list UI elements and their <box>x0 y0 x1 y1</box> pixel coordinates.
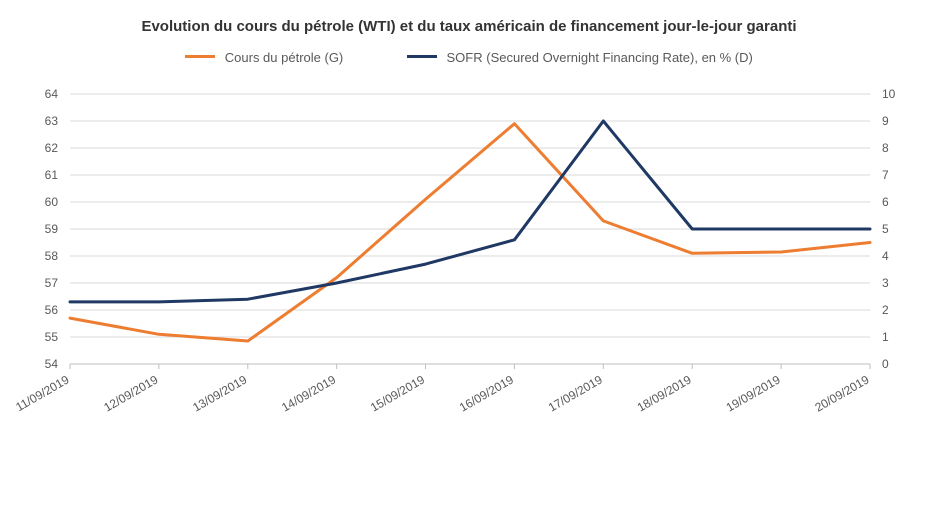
plot-area: 545556575859606162636401234567891011/09/… <box>70 84 870 444</box>
svg-text:61: 61 <box>45 168 59 182</box>
svg-text:3: 3 <box>882 276 889 290</box>
svg-text:63: 63 <box>45 114 59 128</box>
svg-text:19/09/2019: 19/09/2019 <box>724 372 783 414</box>
svg-text:13/09/2019: 13/09/2019 <box>190 372 249 414</box>
svg-text:6: 6 <box>882 195 889 209</box>
svg-text:11/09/2019: 11/09/2019 <box>13 372 72 414</box>
chart-svg: 545556575859606162636401234567891011/09/… <box>70 84 870 444</box>
svg-text:58: 58 <box>45 249 59 263</box>
legend-label-sofr: SOFR (Secured Overnight Financing Rate),… <box>447 50 753 65</box>
chart-title: Evolution du cours du pétrole (WTI) et d… <box>0 18 938 35</box>
svg-text:57: 57 <box>45 276 59 290</box>
svg-text:4: 4 <box>882 249 889 263</box>
svg-text:8: 8 <box>882 141 889 155</box>
svg-text:59: 59 <box>45 222 59 236</box>
legend-swatch-oil <box>185 55 215 58</box>
svg-text:1: 1 <box>882 330 889 344</box>
svg-text:9: 9 <box>882 114 889 128</box>
svg-text:0: 0 <box>882 357 889 371</box>
legend-item-sofr: SOFR (Secured Overnight Financing Rate),… <box>407 50 753 65</box>
svg-text:14/09/2019: 14/09/2019 <box>279 372 338 414</box>
legend: Cours du pétrole (G) SOFR (Secured Overn… <box>0 50 938 65</box>
legend-item-oil: Cours du pétrole (G) <box>185 50 343 65</box>
svg-text:60: 60 <box>45 195 59 209</box>
svg-text:54: 54 <box>45 357 59 371</box>
svg-text:17/09/2019: 17/09/2019 <box>546 372 605 414</box>
svg-text:20/09/2019: 20/09/2019 <box>812 372 871 414</box>
svg-text:64: 64 <box>45 87 59 101</box>
svg-text:62: 62 <box>45 141 59 155</box>
svg-text:10: 10 <box>882 87 896 101</box>
legend-swatch-sofr <box>407 55 437 58</box>
svg-text:2: 2 <box>882 303 889 317</box>
svg-text:5: 5 <box>882 222 889 236</box>
svg-text:56: 56 <box>45 303 59 317</box>
svg-text:7: 7 <box>882 168 889 182</box>
svg-text:16/09/2019: 16/09/2019 <box>457 372 516 414</box>
svg-text:12/09/2019: 12/09/2019 <box>101 372 160 414</box>
chart-container: Evolution du cours du pétrole (WTI) et d… <box>0 0 938 522</box>
svg-text:18/09/2019: 18/09/2019 <box>635 372 694 414</box>
legend-label-oil: Cours du pétrole (G) <box>225 50 344 65</box>
svg-text:15/09/2019: 15/09/2019 <box>368 372 427 414</box>
svg-text:55: 55 <box>45 330 59 344</box>
